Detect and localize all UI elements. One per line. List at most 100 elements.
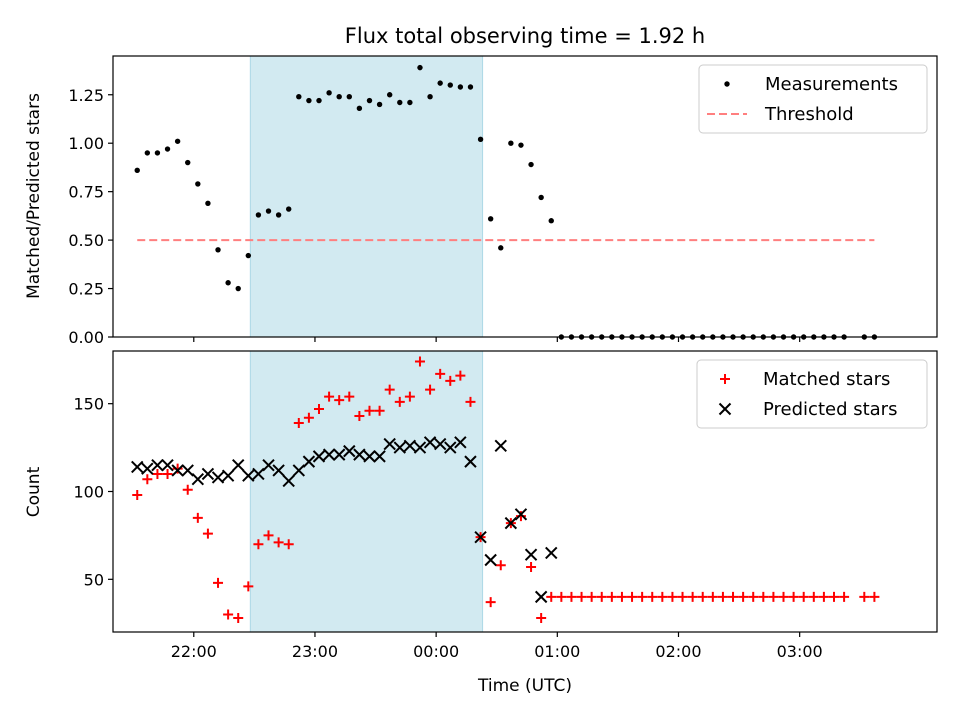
bottom-y-tick-label: 100 (73, 483, 104, 502)
top-y-tick-label: 0.50 (68, 231, 104, 250)
data-point (282, 474, 295, 488)
data-point (205, 200, 211, 206)
data-point (526, 562, 537, 573)
top-y-tick-label: 0.25 (68, 280, 104, 299)
bottom-series-matched-stars (132, 356, 880, 623)
data-point (707, 591, 718, 602)
data-point (131, 460, 144, 474)
data-point (637, 591, 648, 602)
data-point (514, 508, 528, 521)
data-point (141, 462, 154, 475)
data-point (232, 458, 245, 472)
data-point (275, 212, 282, 218)
data-point (221, 469, 235, 482)
data-point (151, 458, 164, 472)
data-point (182, 484, 193, 495)
data-point (518, 142, 524, 148)
data-point (265, 208, 272, 214)
data-point (171, 464, 184, 477)
data-point (427, 93, 433, 100)
data-point (528, 161, 534, 168)
data-point (534, 590, 548, 604)
data-point (132, 490, 143, 501)
x-tick-label: 22:00 (171, 642, 217, 661)
data-point (302, 455, 316, 468)
data-point (487, 216, 494, 222)
data-point (286, 206, 292, 212)
data-point (233, 612, 244, 623)
x-tick-label: 03:00 (777, 642, 823, 661)
data-point (437, 80, 443, 86)
x-tick-label: 00:00 (413, 642, 459, 661)
data-point (161, 458, 174, 472)
data-point (508, 140, 514, 146)
data-point (758, 591, 769, 602)
top-shaded-interval (249, 55, 484, 338)
data-point (606, 591, 617, 602)
data-point (346, 93, 352, 100)
bottom-y-tick-label: 50 (84, 570, 104, 589)
data-point (818, 591, 829, 602)
data-point (494, 439, 507, 453)
legend-label: Threshold (764, 104, 854, 125)
legend-label: Matched stars (763, 369, 890, 390)
data-point (464, 455, 477, 468)
data-point (192, 512, 203, 523)
data-point (566, 591, 577, 602)
data-point (376, 101, 383, 108)
data-point (397, 99, 403, 106)
data-point (538, 194, 544, 201)
data-point (255, 212, 262, 218)
data-point (536, 612, 547, 623)
data-point (353, 448, 366, 461)
data-point (738, 591, 749, 602)
data-point (316, 97, 322, 104)
data-point (181, 464, 194, 477)
data-point (425, 384, 436, 395)
data-point (778, 591, 789, 602)
data-point (245, 252, 252, 259)
data-point (373, 450, 386, 463)
data-point (697, 591, 708, 602)
data-point (498, 245, 504, 251)
data-point (433, 437, 447, 451)
top-y-tick-label: 0.75 (68, 183, 104, 202)
data-point (154, 150, 161, 156)
data-point (413, 441, 427, 454)
data-point (283, 539, 294, 550)
data-point (344, 391, 355, 402)
data-point (829, 591, 839, 602)
data-point (586, 591, 597, 602)
data-point (293, 418, 304, 429)
data-point (859, 591, 870, 602)
data-point (485, 597, 496, 608)
data-point (627, 591, 638, 602)
data-point (393, 441, 406, 454)
data-point (465, 396, 476, 407)
data-point (444, 441, 457, 454)
data-point (467, 84, 474, 90)
data-point (687, 591, 698, 602)
data-point (174, 138, 181, 144)
data-point (383, 437, 396, 451)
legend-swatch (720, 374, 730, 384)
data-point (495, 560, 506, 571)
data-point (191, 472, 205, 486)
data-point (354, 410, 365, 421)
data-point (454, 436, 467, 449)
legend-label: Measurements (765, 74, 898, 95)
legend-swatch (724, 81, 730, 87)
data-point (423, 436, 437, 449)
top-chart-title: Flux total observing time = 1.92 h (345, 24, 705, 48)
data-point (477, 136, 484, 143)
data-point (336, 93, 342, 100)
data-point (273, 537, 284, 548)
bottom-y-tick-label: 150 (73, 395, 104, 414)
data-point (322, 448, 336, 461)
data-point (235, 285, 241, 292)
data-point (215, 247, 221, 253)
data-point (435, 368, 446, 379)
legend-swatch (718, 402, 732, 416)
data-point (788, 591, 799, 602)
data-point (524, 548, 538, 561)
